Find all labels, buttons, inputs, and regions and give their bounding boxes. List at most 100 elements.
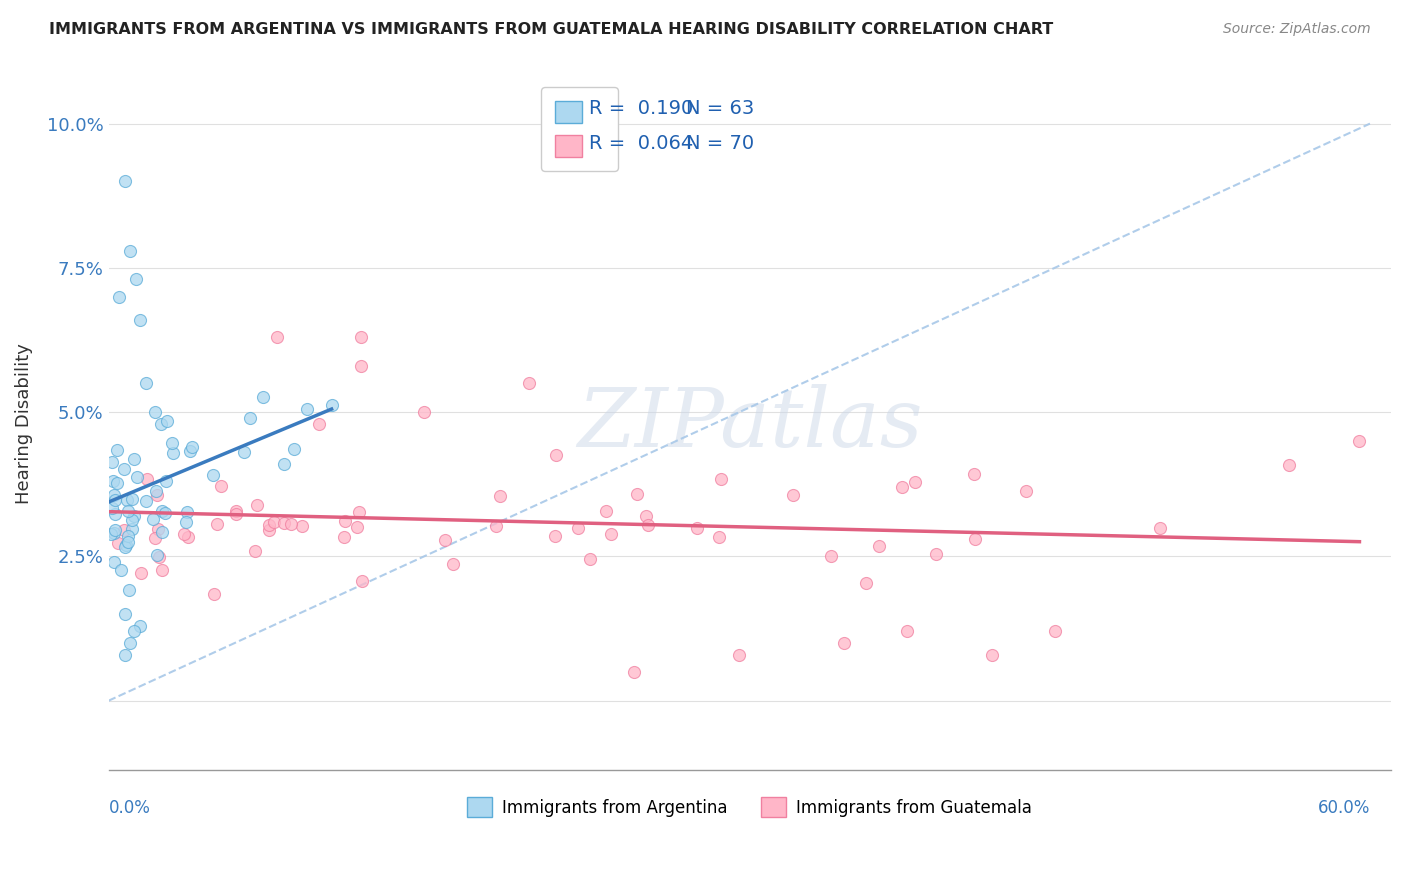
Point: [162, 436, 184, 450]
Point: [155, 474, 177, 488]
Point: [117, 535, 139, 549]
Point: [209, 479, 232, 493]
Point: [1348, 434, 1371, 448]
Point: [728, 648, 751, 662]
Point: [112, 462, 135, 476]
Point: [980, 648, 1002, 662]
Text: R =  0.190: R = 0.190: [589, 99, 693, 118]
Point: [104, 523, 127, 537]
Point: [135, 494, 157, 508]
Point: [180, 440, 202, 454]
Point: [107, 536, 129, 550]
Point: [291, 519, 314, 533]
Point: [225, 504, 247, 518]
Point: [125, 470, 148, 484]
Point: [115, 492, 138, 507]
Point: [308, 417, 330, 431]
Point: [266, 330, 288, 344]
Point: [346, 520, 368, 534]
Point: [104, 508, 127, 522]
Text: N = 70: N = 70: [686, 134, 754, 153]
Text: 60.0%: 60.0%: [1317, 799, 1369, 817]
Point: [205, 516, 228, 531]
Point: [578, 551, 600, 566]
Point: [333, 514, 356, 528]
Point: [117, 503, 139, 517]
Point: [150, 524, 173, 539]
Point: [156, 414, 179, 428]
Point: [544, 529, 567, 543]
Point: [707, 530, 730, 544]
Point: [1278, 458, 1301, 472]
Point: [890, 480, 912, 494]
Text: 0.0%: 0.0%: [108, 799, 150, 817]
Point: [963, 467, 986, 482]
Point: [321, 398, 343, 412]
Point: [136, 472, 159, 486]
Text: Source: ZipAtlas.com: Source: ZipAtlas.com: [1223, 22, 1371, 37]
Point: [782, 488, 804, 502]
Point: [350, 330, 373, 344]
Point: [110, 563, 132, 577]
Point: [623, 665, 645, 679]
Point: [485, 519, 508, 533]
Point: [112, 523, 135, 537]
Point: [710, 472, 733, 486]
Point: [114, 174, 136, 188]
Point: [114, 648, 136, 662]
Point: [101, 500, 124, 515]
Point: [239, 410, 262, 425]
Point: [595, 504, 617, 518]
Point: [125, 272, 148, 286]
Point: [246, 498, 269, 512]
Point: [173, 527, 195, 541]
Point: [232, 444, 254, 458]
Point: [243, 544, 266, 558]
Point: [259, 518, 281, 533]
Point: [152, 563, 174, 577]
Point: [868, 539, 890, 553]
Point: [146, 522, 169, 536]
Point: [143, 531, 166, 545]
Y-axis label: Hearing Disability: Hearing Disability: [15, 343, 32, 504]
Point: [1015, 483, 1038, 498]
Point: [441, 557, 464, 571]
Point: [332, 530, 354, 544]
Point: [1043, 624, 1066, 639]
Point: [118, 636, 141, 650]
Point: [142, 512, 165, 526]
Point: [129, 313, 152, 327]
Point: [150, 417, 173, 431]
Point: [433, 533, 456, 548]
Point: [155, 506, 177, 520]
Point: [252, 390, 274, 404]
Point: [148, 549, 170, 564]
Point: [174, 515, 197, 529]
Point: [145, 548, 167, 562]
Point: [896, 624, 918, 639]
Point: [295, 401, 318, 416]
Point: [544, 448, 567, 462]
Point: [600, 527, 623, 541]
Text: N = 63: N = 63: [686, 99, 754, 118]
Text: R =  0.064: R = 0.064: [589, 134, 693, 153]
Point: [121, 513, 143, 527]
Point: [145, 483, 167, 498]
Point: [686, 520, 709, 534]
Point: [103, 474, 125, 488]
Point: [904, 475, 927, 489]
Point: [135, 376, 157, 391]
Point: [162, 446, 184, 460]
Point: [121, 491, 143, 506]
Point: [108, 290, 131, 304]
Point: [965, 532, 987, 546]
Point: [100, 527, 122, 541]
Point: [122, 624, 145, 639]
Point: [118, 583, 141, 598]
Point: [114, 607, 136, 622]
Legend: Immigrants from Argentina, Immigrants from Guatemala: Immigrants from Argentina, Immigrants fr…: [461, 790, 1039, 824]
Point: [855, 575, 877, 590]
Point: [925, 547, 948, 561]
Point: [105, 443, 128, 458]
Point: [117, 529, 139, 543]
